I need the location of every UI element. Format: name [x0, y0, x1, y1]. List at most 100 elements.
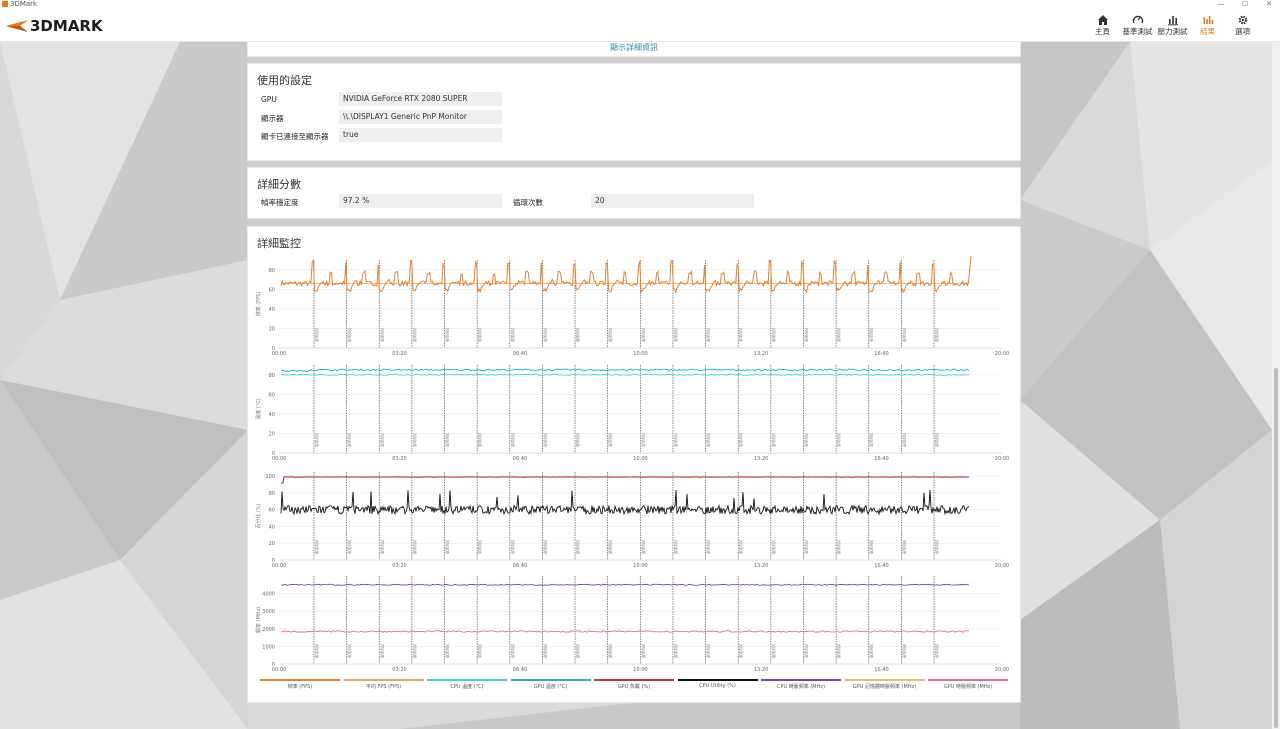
- y-tick-label: 40: [269, 307, 275, 313]
- loop-marker-label: 循環測試: [640, 644, 645, 658]
- x-tick-label: 10:00: [633, 456, 647, 462]
- scrollbar-thumb[interactable]: [1274, 368, 1278, 728]
- nav-options[interactable]: 選項: [1225, 13, 1260, 40]
- legend-item[interactable]: GPU 溫度 (°C): [510, 679, 591, 690]
- y-axis-label: 頻率 (MHz): [255, 607, 262, 633]
- loop-marker-label: 循環測試: [575, 540, 580, 554]
- page-scrollbar[interactable]: [1272, 42, 1280, 729]
- cpu-util-series: [280, 490, 970, 516]
- x-tick-label: 13:20: [754, 456, 768, 462]
- loop-marker-label: 循環測試: [803, 540, 808, 554]
- minimize-button[interactable]: —: [1217, 0, 1225, 8]
- cpu-temp-series: [280, 373, 970, 376]
- legend-item[interactable]: CPU Utility (%): [677, 679, 758, 690]
- close-button[interactable]: ✕: [1266, 0, 1272, 8]
- legend-swatch: [677, 679, 758, 681]
- app-header: 3DMARK 主頁 基準測試 壓力測試 結果: [0, 9, 1280, 42]
- stress-bars-icon: [1155, 14, 1190, 27]
- y-tick-label: 0: [272, 451, 275, 457]
- loop-marker-label: 循環測試: [379, 328, 384, 342]
- y-axis-label: 溫度 (°C): [255, 398, 262, 420]
- legend-item[interactable]: 平均 FPS (FPS): [343, 679, 424, 690]
- results-chart-icon: [1190, 14, 1225, 27]
- window-title: 3DMark: [10, 0, 38, 8]
- x-tick-label: 06:40: [513, 667, 527, 673]
- show-details-link[interactable]: 顯示詳細資訊: [610, 43, 658, 52]
- loop-marker-label: 循環測試: [640, 540, 645, 554]
- loop-marker-label: 循環測試: [901, 644, 906, 658]
- loop-marker-label: 循環測試: [771, 433, 776, 447]
- legend-swatch: [343, 679, 424, 681]
- legend-item[interactable]: 幀率 (FPS): [260, 679, 340, 690]
- loop-marker-label: 循環測試: [640, 328, 645, 342]
- nav-results[interactable]: 結果: [1190, 13, 1225, 40]
- legend-item[interactable]: GPU 記憶體時脈頻率 (MHz): [844, 679, 925, 690]
- x-tick-label: 10:00: [633, 563, 647, 569]
- maximize-button[interactable]: ☐: [1241, 0, 1249, 8]
- legend-item[interactable]: CPU 溫度 (°C): [427, 679, 507, 690]
- x-tick-label: 03:20: [392, 351, 406, 357]
- main-nav: 主頁 基準測試 壓力測試 結果 選項: [1085, 13, 1260, 40]
- y-tick-label: 60: [269, 392, 275, 398]
- nav-benchmarks-label: 基準測試: [1122, 27, 1153, 36]
- monitoring-charts[interactable]: 0 20 40 60 80 00:00 03:20 06:40 10:00 13:20 16:40 2…: [248, 227, 1020, 677]
- x-tick-label: 13:20: [754, 351, 768, 357]
- x-tick-label: 03:20: [392, 456, 406, 462]
- loop-marker-label: 循環測試: [673, 540, 678, 554]
- y-tick-label: 0: [272, 346, 275, 352]
- app-logo: 3DMARK: [6, 16, 103, 36]
- loop-marker-label: 循環測試: [673, 644, 678, 658]
- window-title-bar: 3DMark — ☐ ✕: [0, 0, 1280, 9]
- benchmark-gauge-icon: [1120, 14, 1155, 27]
- loop-marker-label: 循環測試: [379, 644, 384, 658]
- loop-marker-label: 循環測試: [836, 644, 841, 658]
- cpu-clock-series: [280, 583, 970, 586]
- y-tick-label: 3000: [262, 609, 275, 615]
- nav-benchmarks[interactable]: 基準測試: [1120, 13, 1155, 40]
- nav-home[interactable]: 主頁: [1085, 13, 1120, 40]
- loop-marker-label: 循環測試: [445, 328, 450, 342]
- loop-marker-label: 循環測試: [673, 328, 678, 342]
- loop-marker-label: 循環測試: [869, 540, 874, 554]
- legend-label: CPU Utility (%): [699, 683, 736, 689]
- loop-marker-label: 循環測試: [869, 433, 874, 447]
- loop-marker-label: 循環測試: [934, 540, 939, 554]
- x-tick-label: 13:20: [754, 667, 768, 673]
- nav-stress-tests[interactable]: 壓力測試: [1155, 13, 1190, 40]
- monitoring-panel: 詳細監控 0 20 40 60 80 00:00 03:20 06:40 10:00 13:20 1…: [248, 227, 1020, 702]
- loop-marker-label: 循環測試: [738, 328, 743, 342]
- loop-marker-label: 循環測試: [314, 433, 319, 447]
- x-tick-label: 03:20: [392, 563, 406, 569]
- loop-marker-label: 循環測試: [771, 644, 776, 658]
- logo-text: 3DMARK: [30, 17, 103, 35]
- y-tick-label: 2000: [262, 627, 275, 633]
- legend-item[interactable]: GPU 時脈頻率 (MHz): [928, 679, 1008, 690]
- loop-marker-label: 循環測試: [510, 328, 515, 342]
- legend-item[interactable]: GPU 負載 (%): [594, 679, 674, 690]
- loop-marker-label: 循環測試: [934, 328, 939, 342]
- loop-marker-label: 循環測試: [608, 433, 613, 447]
- x-tick-label: 00:00: [272, 563, 286, 569]
- loop-marker-label: 循環測試: [575, 644, 580, 658]
- loop-marker-label: 循環測試: [412, 540, 417, 554]
- setting-value-gpu: NVIDIA GeForce RTX 2080 SUPER: [339, 92, 502, 106]
- legend-label: 平均 FPS (FPS): [365, 684, 402, 690]
- loop-marker-label: 循環測試: [347, 328, 352, 342]
- loop-marker-label: 循環測試: [575, 433, 580, 447]
- x-tick-label: 06:40: [513, 351, 527, 357]
- legend-item[interactable]: CPU 時脈頻率 (MHz): [761, 679, 841, 690]
- app-icon: [2, 1, 8, 7]
- loop-marker-label: 循環測試: [575, 328, 580, 342]
- legend-swatch: [844, 679, 925, 681]
- loop-marker-label: 循環測試: [934, 644, 939, 658]
- gpu-temp-series: [280, 368, 970, 373]
- loop-marker-label: 循環測試: [706, 644, 711, 658]
- loop-marker-label: 循環測試: [869, 644, 874, 658]
- nav-results-label: 結果: [1200, 27, 1215, 36]
- loop-marker-label: 循環測試: [706, 540, 711, 554]
- loop-marker-label: 循環測試: [347, 644, 352, 658]
- details-panel: 顯示詳細資訊: [248, 42, 1020, 56]
- nav-stress-tests-label: 壓力測試: [1157, 27, 1188, 36]
- loop-marker-label: 循環測試: [803, 328, 808, 342]
- loop-marker-label: 循環測試: [542, 328, 547, 342]
